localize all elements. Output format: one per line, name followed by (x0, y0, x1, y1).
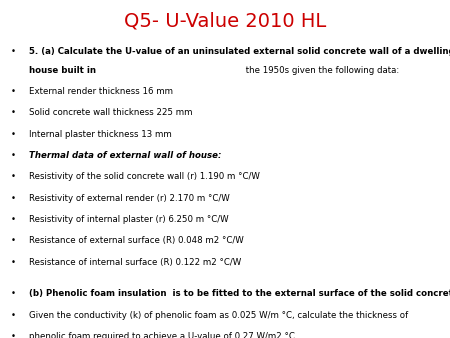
Text: •: • (11, 172, 16, 182)
Text: Given the conductivity (k) of phenolic foam as 0.025 W/m °C, calculate the thick: Given the conductivity (k) of phenolic f… (29, 311, 409, 320)
Text: house built in: house built in (29, 66, 96, 75)
Text: •: • (11, 108, 16, 118)
Text: Q5- U-Value 2010 HL: Q5- U-Value 2010 HL (124, 12, 326, 31)
Text: Resistance of internal surface (R) 0.122 m2 °C/W: Resistance of internal surface (R) 0.122… (29, 258, 242, 267)
Text: •: • (11, 311, 16, 320)
Text: •: • (11, 332, 16, 338)
Text: •: • (11, 151, 16, 160)
Text: •: • (11, 258, 16, 267)
Text: Thermal data of external wall of house:: Thermal data of external wall of house: (29, 151, 222, 160)
Text: •: • (11, 87, 16, 96)
Text: •: • (11, 130, 16, 139)
Text: Internal plaster thickness 13 mm: Internal plaster thickness 13 mm (29, 130, 172, 139)
Text: Resistivity of external render (r) 2.170 m °C/W: Resistivity of external render (r) 2.170… (29, 194, 230, 203)
Text: •: • (11, 47, 16, 56)
Text: phenolic foam required to achieve a U-value of 0.27 W/m2 °C.: phenolic foam required to achieve a U-va… (29, 332, 298, 338)
Text: 5. (a) Calculate the U-value of an uninsulated external solid concrete wall of a: 5. (a) Calculate the U-value of an unins… (29, 47, 450, 56)
Text: Solid concrete wall thickness 225 mm: Solid concrete wall thickness 225 mm (29, 108, 193, 118)
Text: (b) Phenolic foam insulation  is to be fitted to the external surface of the sol: (b) Phenolic foam insulation is to be fi… (29, 289, 450, 298)
Text: •: • (11, 215, 16, 224)
Text: •: • (11, 194, 16, 203)
Text: the 1950s given the following data:: the 1950s given the following data: (243, 66, 399, 75)
Text: •: • (11, 289, 16, 298)
Text: External render thickness 16 mm: External render thickness 16 mm (29, 87, 173, 96)
Text: Resistance of external surface (R) 0.048 m2 °C/W: Resistance of external surface (R) 0.048… (29, 236, 244, 245)
Text: •: • (11, 236, 16, 245)
Text: Resistivity of internal plaster (r) 6.250 m °C/W: Resistivity of internal plaster (r) 6.25… (29, 215, 229, 224)
Text: Resistivity of the solid concrete wall (r) 1.190 m °C/W: Resistivity of the solid concrete wall (… (29, 172, 260, 182)
